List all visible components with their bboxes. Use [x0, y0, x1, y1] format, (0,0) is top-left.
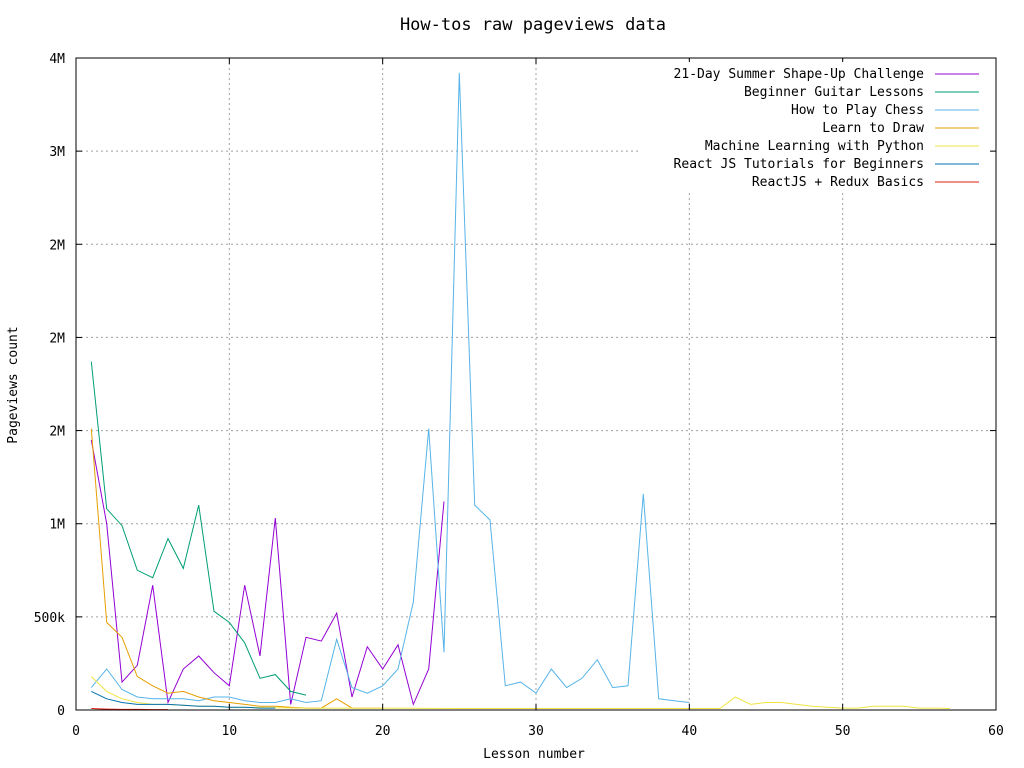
- legend-label: How to Play Chess: [791, 103, 924, 118]
- y-tick-label: 1M: [49, 518, 65, 533]
- y-tick-label: 500k: [34, 611, 65, 626]
- legend-label: Learn to Draw: [822, 121, 924, 136]
- y-tick-label: 3M: [49, 145, 65, 160]
- x-tick-label: 40: [682, 724, 698, 739]
- x-tick-label: 20: [375, 724, 391, 739]
- x-axis-label: Lesson number: [483, 747, 585, 762]
- legend-label: 21-Day Summer Shape-Up Challenge: [674, 67, 925, 82]
- y-axis-label: Pageviews count: [6, 326, 21, 443]
- y-tick-label: 0: [57, 704, 65, 719]
- series-line: [90, 361, 307, 696]
- x-tick-label: 10: [222, 724, 238, 739]
- y-tick-labels: 0 500k 1M 2M 2M 2M 3M 4M: [34, 52, 65, 719]
- legend: 21-Day Summer Shape-Up Challenge Beginner…: [640, 62, 990, 192]
- x-tick-label: 0: [72, 724, 80, 739]
- x-tick-label: 50: [835, 724, 851, 739]
- y-tick-label: 2M: [49, 425, 65, 440]
- y-tick-label: 4M: [49, 52, 65, 67]
- series-line: [90, 676, 951, 709]
- x-tick-label: 60: [988, 724, 1004, 739]
- series-line: [90, 428, 383, 709]
- x-tick-label: 30: [528, 724, 544, 739]
- y-tick-label: 2M: [49, 331, 65, 346]
- series-line: [91, 690, 276, 709]
- series-line: [90, 72, 690, 704]
- legend-label: Beginner Guitar Lessons: [744, 85, 924, 100]
- legend-background: [640, 62, 990, 192]
- legend-label: Machine Learning with Python: [705, 139, 924, 154]
- x-tick-labels: 0 10 20 30 40 50 60: [72, 724, 1004, 739]
- axis-ticks: [75, 57, 997, 711]
- series-line: [90, 439, 445, 706]
- legend-label: ReactJS + Redux Basics: [752, 175, 924, 190]
- y-tick-label: 2M: [49, 238, 65, 253]
- series-line: [91, 708, 168, 711]
- legend-label: React JS Tutorials for Beginners: [674, 157, 924, 172]
- chart-title: How-tos raw pageviews data: [400, 15, 666, 35]
